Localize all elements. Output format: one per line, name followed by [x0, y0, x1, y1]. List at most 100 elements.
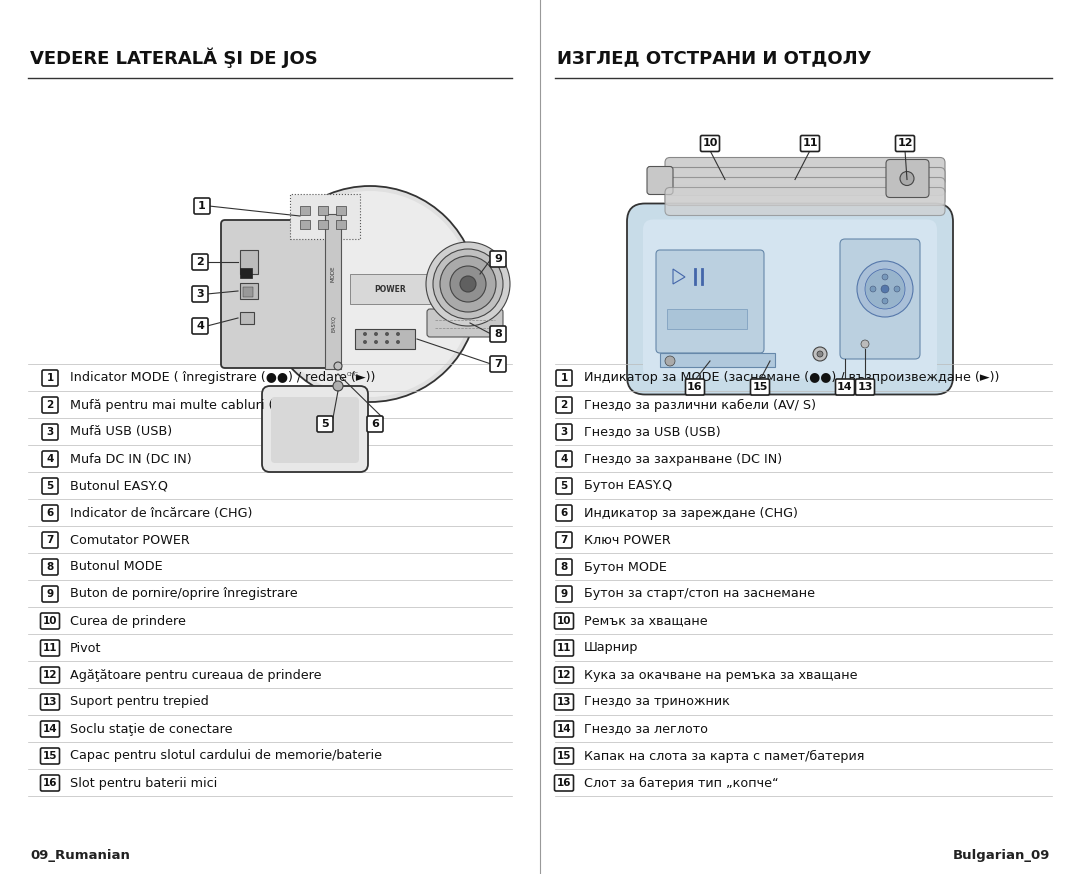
Text: Bulgarian_09: Bulgarian_09 [953, 850, 1050, 863]
Circle shape [894, 286, 900, 292]
Text: Ключ POWER: Ключ POWER [584, 533, 671, 546]
Bar [355, 329, 415, 349]
Text: Индикатор за зареждане (CHG): Индикатор за зареждане (CHG) [584, 507, 798, 519]
Text: 16: 16 [557, 778, 571, 788]
FancyBboxPatch shape [556, 532, 572, 548]
Text: Pivot: Pivot [70, 642, 102, 655]
Text: EASY.Q: EASY.Q [330, 316, 336, 332]
Text: Гнездо за леглото: Гнездо за леглото [584, 723, 708, 736]
FancyBboxPatch shape [427, 309, 503, 337]
FancyBboxPatch shape [490, 356, 507, 372]
FancyBboxPatch shape [554, 667, 573, 683]
Text: 1: 1 [46, 373, 54, 383]
FancyBboxPatch shape [643, 219, 937, 378]
Text: Butonul EASY.Q: Butonul EASY.Q [70, 480, 168, 493]
Text: 9: 9 [46, 589, 54, 599]
FancyBboxPatch shape [367, 416, 383, 432]
Bar [660, 353, 775, 367]
Circle shape [374, 332, 378, 336]
FancyBboxPatch shape [271, 397, 359, 463]
FancyBboxPatch shape [751, 379, 769, 395]
FancyBboxPatch shape [556, 397, 572, 413]
Text: Гнездо за USB (USB): Гнездо за USB (USB) [584, 426, 720, 439]
FancyBboxPatch shape [556, 505, 572, 521]
FancyBboxPatch shape [665, 157, 945, 185]
Text: 15: 15 [557, 751, 571, 761]
FancyBboxPatch shape [855, 379, 875, 395]
Circle shape [262, 186, 478, 402]
Text: 3: 3 [561, 427, 568, 437]
Text: Indicator MODE ( înregistrare (●●) / redare (►)): Indicator MODE ( înregistrare (●●) / red… [70, 371, 376, 385]
Text: Капак на слота за карта с памет/батерия: Капак на слота за карта с памет/батерия [584, 750, 864, 762]
Text: 9: 9 [494, 254, 502, 264]
FancyBboxPatch shape [41, 721, 59, 737]
Bar [336, 220, 346, 229]
FancyBboxPatch shape [192, 318, 208, 334]
Text: ИЗГЛЕД ОТСТРАНИ И ОТДОЛУ: ИЗГЛЕД ОТСТРАНИ И ОТДОЛУ [557, 49, 872, 67]
FancyBboxPatch shape [42, 586, 58, 602]
FancyBboxPatch shape [656, 250, 764, 353]
Circle shape [374, 340, 378, 344]
Text: Curea de prindere: Curea de prindere [70, 614, 186, 628]
Circle shape [333, 381, 343, 391]
Text: 7: 7 [495, 359, 502, 369]
Text: 12: 12 [557, 670, 571, 680]
Text: Suport pentru trepied: Suport pentru trepied [70, 696, 208, 709]
FancyBboxPatch shape [41, 667, 59, 683]
Text: 13: 13 [557, 697, 571, 707]
FancyBboxPatch shape [556, 451, 572, 467]
Text: 2: 2 [197, 257, 204, 267]
Circle shape [865, 269, 905, 309]
Text: Гнездо за различни кабели (AV/ S): Гнездо за различни кабели (AV/ S) [584, 399, 816, 412]
FancyBboxPatch shape [41, 613, 59, 629]
Bar [240, 312, 254, 324]
Text: Гнездо за триножник: Гнездо за триножник [584, 696, 730, 709]
Text: 12: 12 [897, 138, 913, 149]
Text: 4: 4 [46, 454, 54, 464]
Text: Гнездо за захранване (DC IN): Гнездо за захранване (DC IN) [584, 453, 782, 466]
Circle shape [384, 332, 389, 336]
FancyBboxPatch shape [41, 640, 59, 656]
FancyBboxPatch shape [647, 167, 673, 195]
Text: 11: 11 [557, 643, 571, 653]
FancyBboxPatch shape [192, 286, 208, 302]
Text: 4: 4 [561, 454, 568, 464]
FancyBboxPatch shape [554, 613, 573, 629]
FancyBboxPatch shape [800, 135, 820, 151]
Text: 3: 3 [197, 289, 204, 299]
Bar [300, 206, 310, 215]
Text: 13: 13 [43, 697, 57, 707]
Text: 3: 3 [46, 427, 54, 437]
FancyBboxPatch shape [490, 326, 507, 342]
FancyBboxPatch shape [221, 220, 329, 368]
FancyBboxPatch shape [42, 424, 58, 440]
Text: 5: 5 [561, 481, 568, 491]
FancyBboxPatch shape [42, 370, 58, 386]
Text: Mufa DC IN (DC IN): Mufa DC IN (DC IN) [70, 453, 191, 466]
Text: Comutator POWER: Comutator POWER [70, 533, 190, 546]
Bar [240, 283, 258, 299]
FancyBboxPatch shape [554, 694, 573, 710]
FancyBboxPatch shape [262, 386, 368, 472]
FancyBboxPatch shape [701, 135, 719, 151]
Circle shape [334, 362, 342, 370]
Text: Шарнир: Шарнир [584, 642, 638, 655]
FancyBboxPatch shape [840, 239, 920, 359]
Circle shape [881, 285, 889, 293]
Text: 11: 11 [802, 138, 818, 149]
Text: 12: 12 [43, 670, 57, 680]
Bar [291, 194, 360, 239]
Bar [300, 220, 310, 229]
Text: 9: 9 [561, 589, 568, 599]
Circle shape [384, 340, 389, 344]
Text: 15: 15 [753, 382, 768, 392]
Text: Soclu staţie de conectare: Soclu staţie de conectare [70, 723, 232, 736]
FancyBboxPatch shape [42, 559, 58, 575]
Text: 6: 6 [561, 508, 568, 518]
Text: 8: 8 [46, 562, 54, 572]
FancyBboxPatch shape [554, 775, 573, 791]
Bar [243, 287, 253, 297]
FancyBboxPatch shape [665, 188, 945, 216]
Circle shape [861, 340, 869, 348]
Text: 15: 15 [43, 751, 57, 761]
